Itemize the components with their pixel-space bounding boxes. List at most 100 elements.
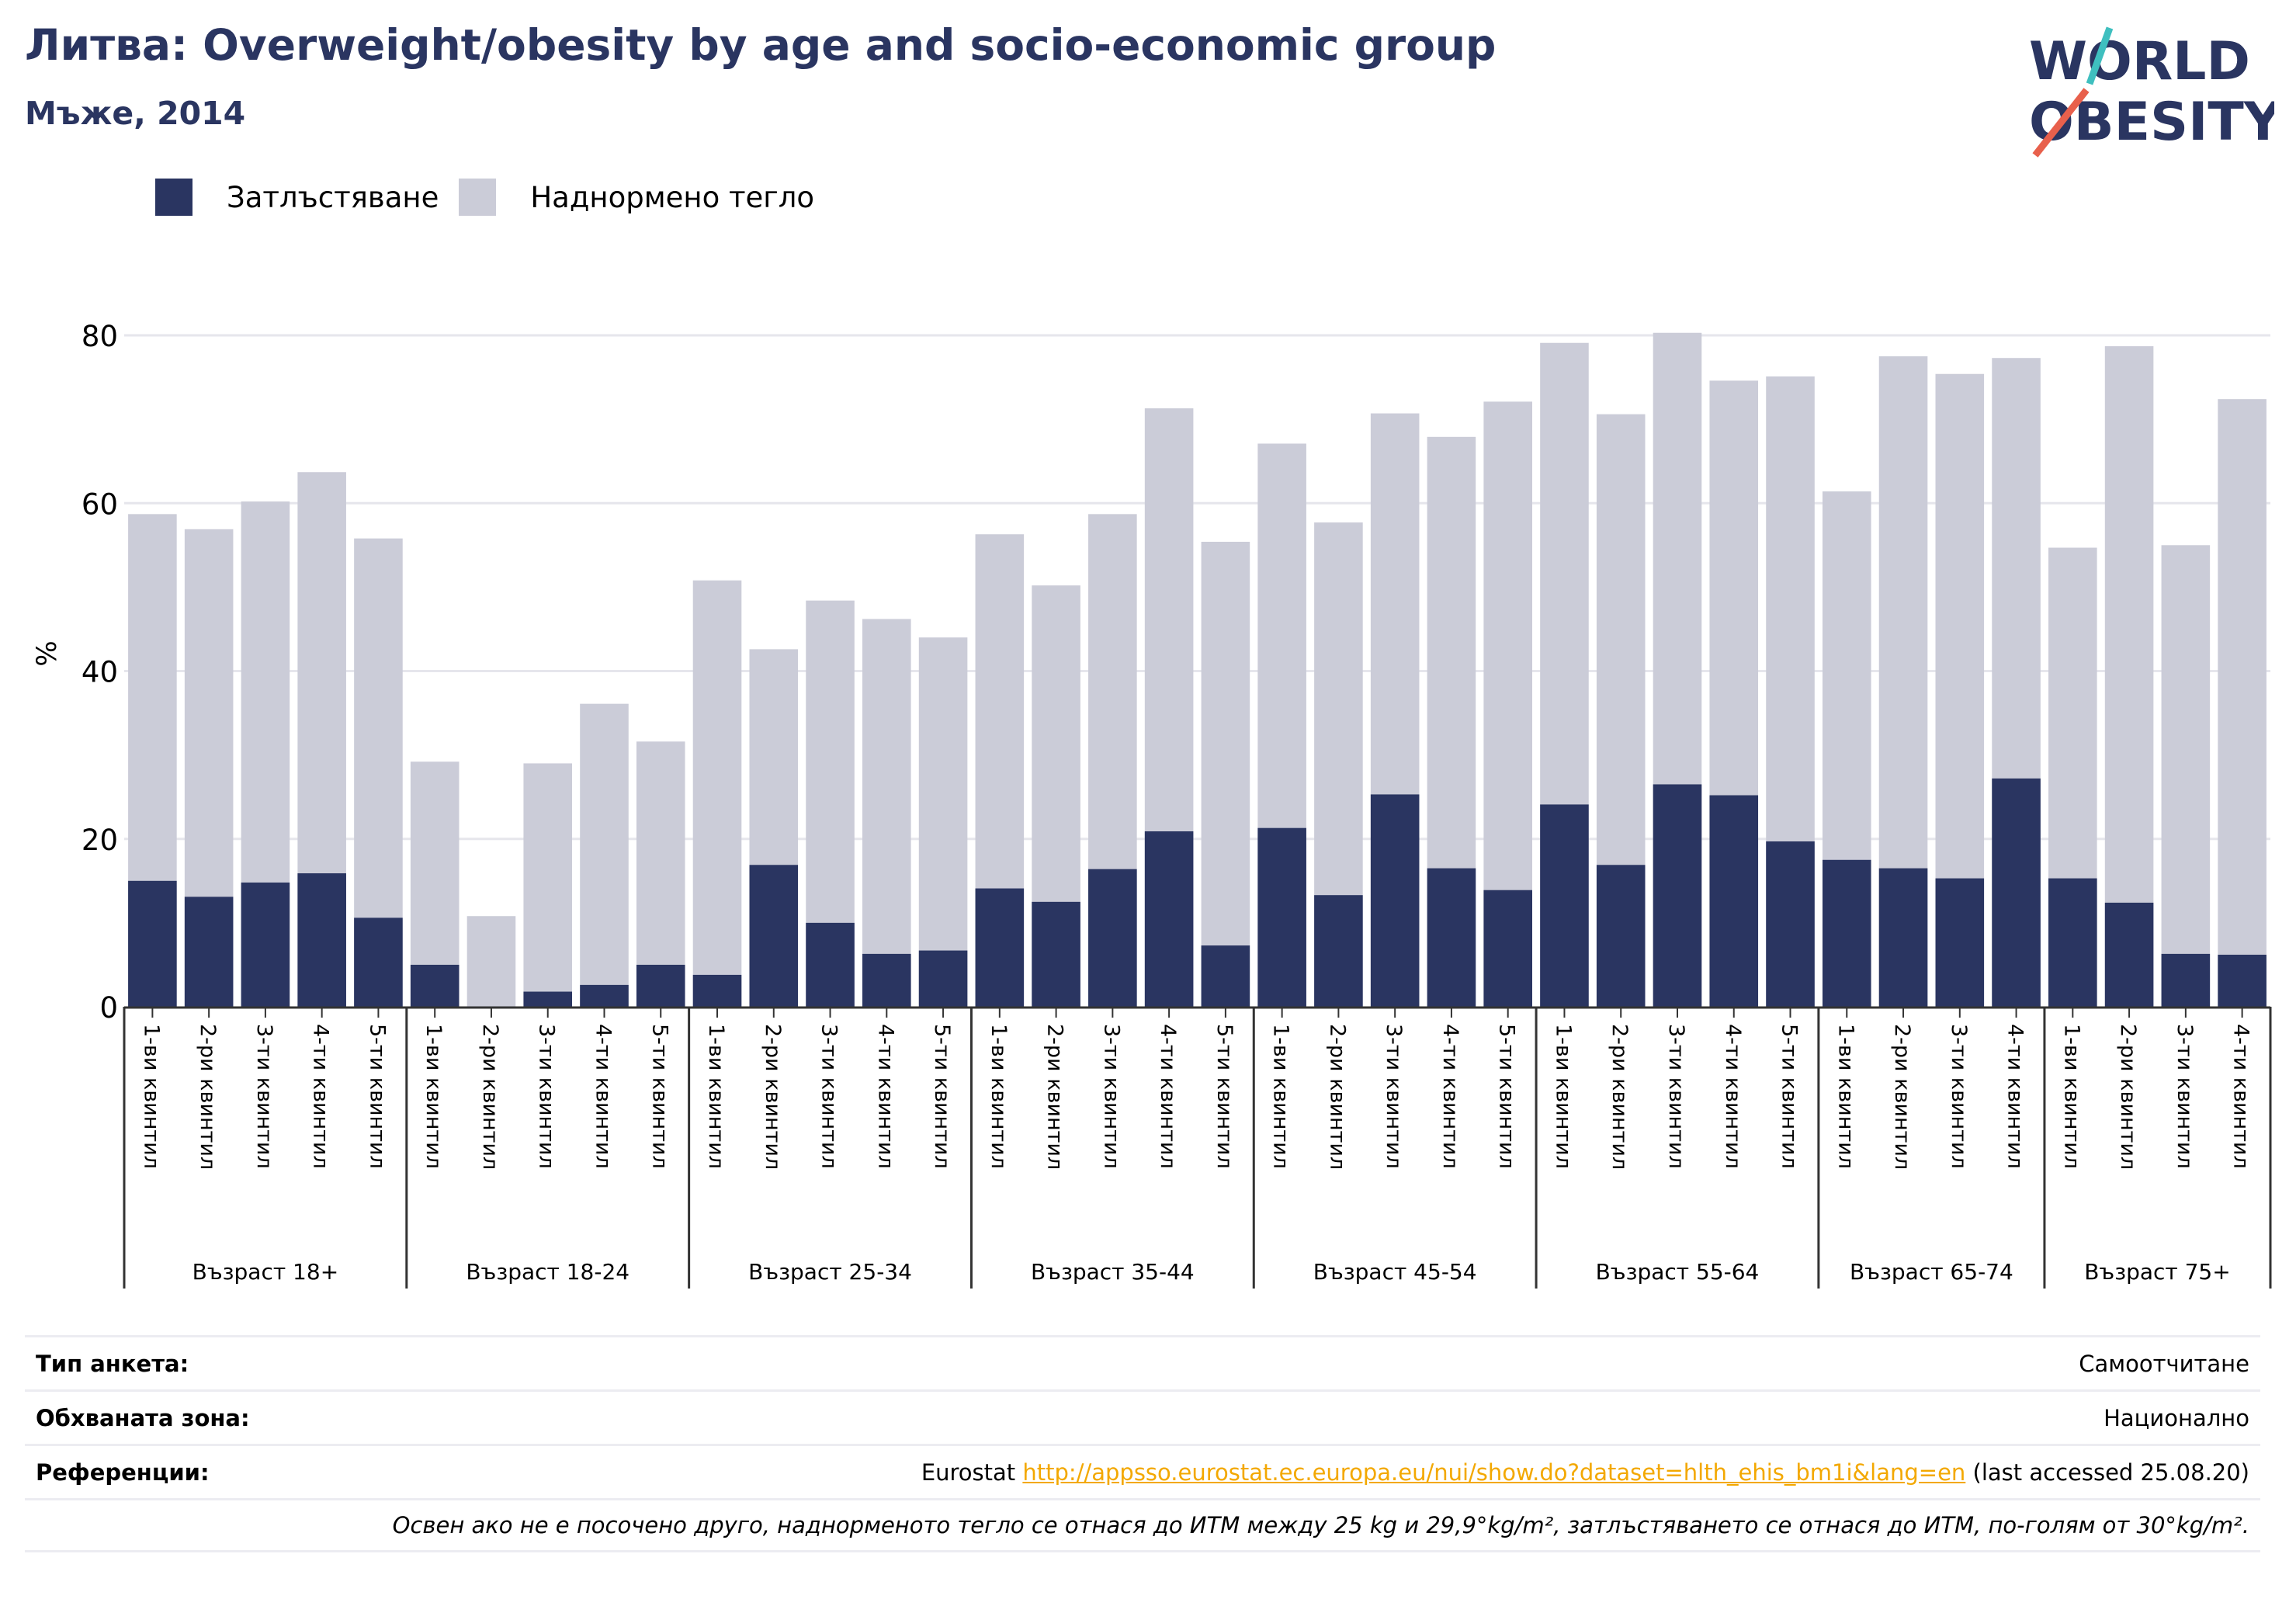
bar-obesity — [354, 917, 403, 1007]
x-tick-label: 1-ви квинтил — [1833, 1024, 1857, 1169]
x-tick-label: 4-ти квинтил — [2229, 1024, 2253, 1169]
x-tick-label: 2-ри квинтил — [1608, 1024, 1632, 1170]
coverage-value: Национално — [2104, 1404, 2249, 1431]
x-tick-label: 3-ти квинтил — [1664, 1024, 1688, 1169]
x-tick-label: 2-ри квинтил — [196, 1024, 220, 1170]
x-tick-label: 1-ви квинтил — [1269, 1024, 1293, 1169]
x-tick-label: 4-ти квинтил — [309, 1024, 333, 1169]
bar-obesity — [128, 880, 177, 1007]
y-axis-label: % — [32, 640, 63, 666]
bar-obesity — [1878, 868, 1928, 1007]
group-label: Възраст 45-54 — [1313, 1259, 1477, 1285]
bar-obesity — [1314, 895, 1363, 1007]
bar-obesity — [1766, 841, 1815, 1007]
group-label: Възраст 18-24 — [466, 1259, 629, 1285]
x-tick-label: 4-ти квинтил — [591, 1024, 615, 1169]
footer-row-references: Референции: Eurostat http://appsso.euros… — [25, 1444, 2260, 1498]
x-tick-label: 3-ти квинтил — [1947, 1024, 1971, 1169]
references-suffix: (last accessed 25.08.20) — [1972, 1459, 2249, 1486]
group-label: Възраст 65-74 — [1850, 1259, 2013, 1285]
x-tick-label: 3-ти квинтил — [535, 1024, 559, 1169]
bar-overweight — [1201, 541, 1250, 1007]
x-tick-label: 5-ти квинтил — [1212, 1024, 1236, 1169]
bar-overweight — [636, 741, 685, 1007]
bar-obesity — [862, 953, 911, 1007]
bar-obesity — [1653, 784, 1702, 1007]
bar-overweight — [580, 703, 629, 1007]
references-prefix: Eurostat — [921, 1459, 1016, 1486]
bar-obesity — [1822, 859, 1871, 1007]
bar-obesity — [1088, 869, 1137, 1007]
x-tick-label: 1-ви квинтил — [987, 1024, 1011, 1169]
references-label: Референции: — [36, 1459, 210, 1486]
x-tick-label: 2-ри квинтил — [1325, 1024, 1349, 1170]
x-tick-label: 4-ти квинтил — [1438, 1024, 1462, 1169]
legend: Затлъстяване Наднормено тегло — [155, 179, 834, 216]
bar-obesity — [806, 922, 855, 1007]
bar-obesity — [749, 865, 799, 1007]
x-tick-label: 2-ри квинтил — [478, 1024, 502, 1170]
x-tick-label: 1-ви квинтил — [2059, 1024, 2083, 1169]
references-value: Eurostat http://appsso.eurostat.ec.europ… — [921, 1459, 2249, 1486]
bar-obesity — [918, 950, 968, 1007]
stacked-bar-chart: 0 20 40 60 80% 1-ви квинтил 2-ри квинтил 3-ти к… — [32, 320, 2272, 1289]
x-tick-label: 2-ри квинтил — [1890, 1024, 1914, 1170]
group-label: Възраст 35-44 — [1031, 1259, 1195, 1285]
bar-obesity — [1257, 827, 1306, 1007]
x-tick-label: 3-ти квинтил — [2173, 1024, 2197, 1169]
bar-overweight — [918, 637, 968, 1007]
group-label: Възраст 18+ — [192, 1259, 339, 1285]
logo-slash-teal — [2086, 26, 2114, 85]
bar-obesity — [410, 964, 460, 1007]
bar-obesity — [1201, 945, 1250, 1007]
group-label: Възраст 25-34 — [748, 1259, 912, 1285]
bar-obesity — [1144, 831, 1194, 1007]
y-tick-label: 0 — [99, 991, 118, 1025]
footer-row-coverage: Обхваната зона: Национално — [25, 1389, 2260, 1444]
bar-obesity — [297, 873, 346, 1007]
bar-obesity — [1540, 804, 1589, 1007]
survey-type-value: Самоотчитане — [2079, 1350, 2249, 1377]
legend-label-obesity: Затлъстяване — [227, 180, 439, 214]
bar-obesity — [2048, 878, 2097, 1007]
footer-row-note: Освен ако не е посочено друго, наднормен… — [25, 1498, 2260, 1552]
bar-obesity — [2218, 954, 2267, 1007]
bar-obesity — [1370, 794, 1420, 1007]
x-tick-label: 3-ти квинтил — [1099, 1024, 1123, 1169]
references-link[interactable]: http://appsso.eurostat.ec.europa.eu/nui/… — [1022, 1459, 1966, 1486]
x-tick-label: 4-ти квинтил — [1721, 1024, 1745, 1169]
x-tick-label: 4-ти квинтил — [1156, 1024, 1180, 1169]
bar-overweight — [692, 580, 742, 1007]
x-tick-label: 5-ти квинтил — [930, 1024, 954, 1169]
logo-slash-red — [2032, 88, 2090, 158]
bar-obesity — [523, 991, 573, 1007]
legend-label-overweight: Наднормено тегло — [530, 180, 815, 214]
bar-overweight — [2161, 545, 2211, 1007]
x-tick-label: 5-ти квинтил — [1777, 1024, 1802, 1169]
x-tick-label: 4-ти квинтил — [873, 1024, 897, 1169]
bar-overweight — [2218, 399, 2267, 1007]
y-tick-label: 20 — [82, 824, 118, 857]
survey-type-label: Тип анкета: — [36, 1350, 189, 1377]
x-tick-label: 2-ри квинтил — [761, 1024, 785, 1170]
x-tick-label: 3-ти квинтил — [1382, 1024, 1406, 1169]
y-tick-label: 80 — [82, 320, 118, 353]
chart-title: Литва: Overweight/obesity by age and soc… — [25, 20, 1497, 70]
x-tick-label: 2-ри квинтил — [2116, 1024, 2140, 1170]
bar-obesity — [2104, 902, 2154, 1007]
x-tick-label: 1-ви квинтил — [139, 1024, 163, 1169]
logo-text-obesity: OBESITY — [2029, 92, 2274, 153]
bar-obesity — [2161, 953, 2211, 1007]
legend-swatch-overweight — [459, 179, 497, 216]
x-tick-label: 3-ти квинтил — [817, 1024, 841, 1169]
bar-obesity — [184, 897, 234, 1007]
bar-obesity — [1427, 868, 1476, 1007]
group-label: Възраст 55-64 — [1596, 1259, 1760, 1285]
x-tick-label: 3-ти квинтил — [252, 1024, 276, 1169]
bar-obesity — [1596, 865, 1646, 1007]
x-tick-label: 5-ти квинтил — [647, 1024, 671, 1169]
group-label: Възраст 75+ — [2084, 1259, 2231, 1285]
bar-overweight — [523, 763, 573, 1007]
x-tick-label: 2-ри квинтил — [1043, 1024, 1067, 1170]
bar-overweight — [466, 916, 516, 1007]
